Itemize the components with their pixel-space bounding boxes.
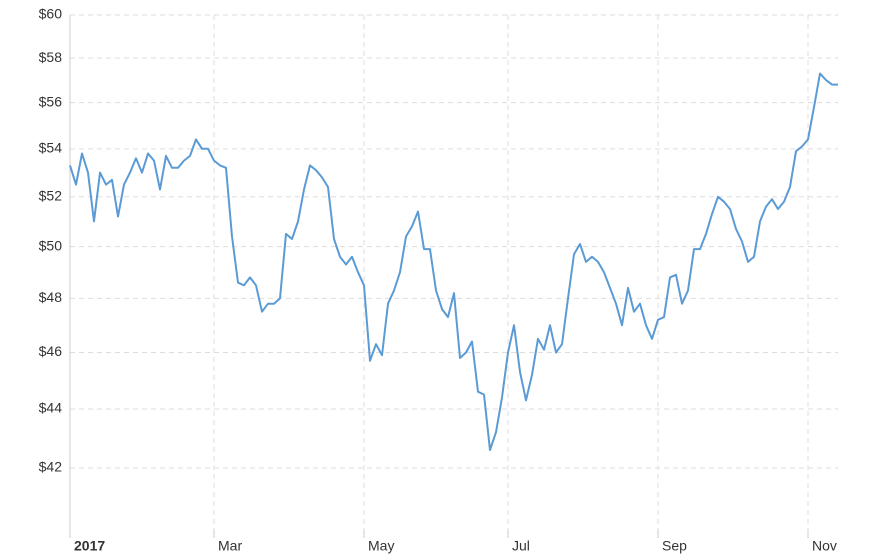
x-tick-label: 2017 [74, 538, 105, 554]
x-tick-label: May [368, 538, 394, 554]
y-tick-label: $50 [39, 237, 63, 253]
y-tick-label: $60 [39, 6, 63, 22]
y-tick-label: $46 [39, 343, 63, 359]
price-line [69, 72, 838, 451]
y-tick-label: $58 [39, 49, 63, 65]
x-tick-label: Jul [512, 538, 530, 554]
y-tick-label: $44 [39, 400, 63, 416]
y-tick-label: $56 [39, 93, 63, 109]
y-tick-label: $48 [39, 289, 63, 305]
y-tick-label: $42 [39, 459, 63, 475]
x-tick-label: Mar [218, 538, 242, 554]
x-tick-label: Nov [812, 538, 837, 554]
y-tick-label: $52 [39, 187, 63, 203]
y-tick-label: $54 [39, 140, 63, 156]
x-tick-label: Sep [662, 538, 687, 554]
